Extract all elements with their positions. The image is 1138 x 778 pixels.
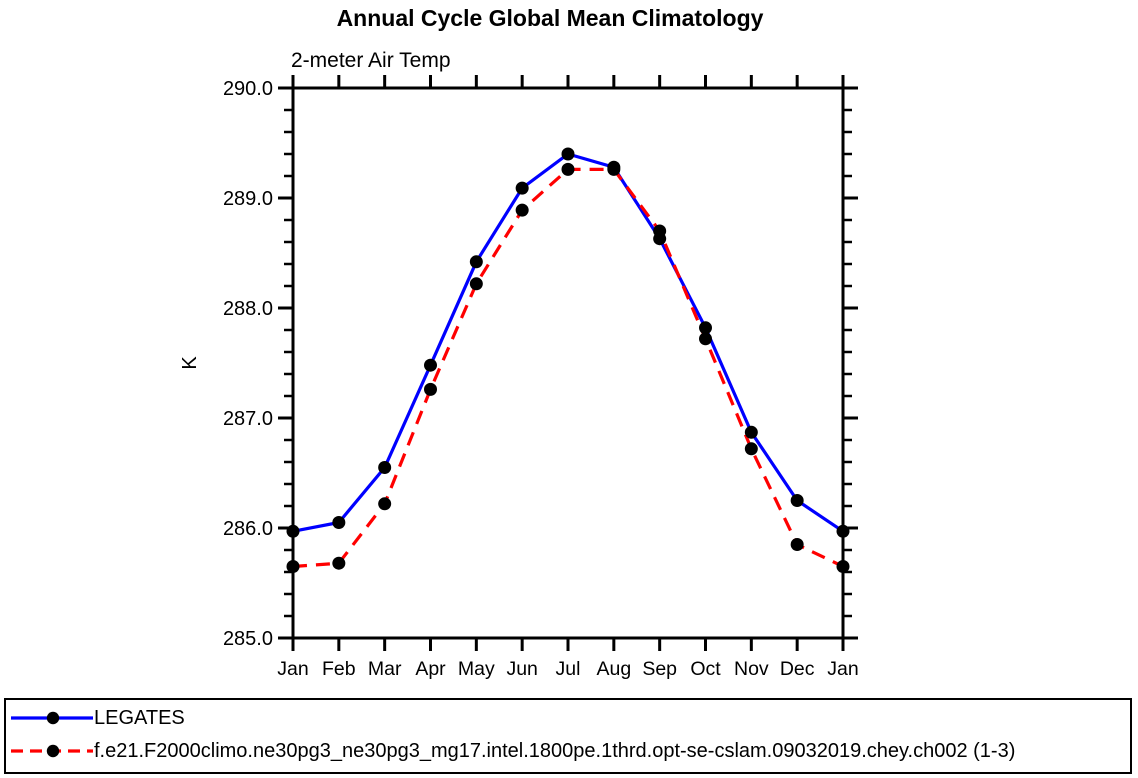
data-point-marker [744, 442, 758, 456]
data-point-marker [561, 162, 575, 176]
legend-sample-solid-line [11, 711, 93, 725]
data-point-marker [424, 358, 437, 372]
legend-label-model-run: f.e21.F2000climo.ne30pg3_ne30pg3_mg17.in… [94, 740, 1016, 762]
data-point-marker [286, 560, 300, 573]
y-tick-label: 288.0 [223, 298, 273, 320]
series-line-0 [292, 152, 844, 533]
data-point-marker [561, 147, 575, 161]
chart-title: Annual Cycle Global Mean Climatology [337, 5, 764, 31]
x-tick-label: Jan [827, 658, 858, 680]
chart-subtitle: 2-meter Air Temp [291, 49, 451, 72]
data-point-marker [469, 277, 483, 291]
legend: LEGATES f.e21.F2000climo.ne30pg3_ne30pg3… [4, 698, 1132, 774]
x-tick-label: Sep [642, 658, 677, 680]
y-axis-label: K [179, 356, 201, 370]
data-point-marker [332, 516, 346, 529]
data-point-marker [790, 494, 804, 507]
x-tick-label: Oct [690, 658, 721, 680]
x-tick-label: Mar [368, 658, 402, 680]
data-point-marker [515, 181, 529, 195]
data-point-marker [699, 321, 712, 335]
x-tick-label: Apr [415, 658, 446, 680]
y-tick-label: 285.0 [223, 628, 273, 650]
data-point-marker [699, 332, 712, 346]
x-tick-label: Jul [556, 658, 581, 680]
data-point-marker [469, 255, 483, 269]
data-point-marker [744, 425, 758, 439]
x-tick-label: Jan [277, 658, 308, 680]
data-point-marker [286, 524, 300, 538]
y-tick-label: 290.0 [223, 78, 273, 100]
x-tick-label: Nov [734, 658, 769, 680]
data-point-marker [607, 162, 621, 176]
data-point-marker [515, 203, 529, 217]
x-tick-label: Feb [322, 658, 356, 680]
y-tick-label: 287.0 [223, 408, 273, 430]
axes: Jan Feb Mar Apr May Jun Jul Aug Sep Oct Nov Dec Jan2… [223, 75, 859, 680]
x-tick-label: Jun [506, 658, 537, 680]
x-tick-label: May [458, 658, 495, 680]
data-series [286, 147, 850, 573]
chart-canvas: Annual Cycle Global Mean Climatology 2-m… [179, 5, 859, 680]
legend-entry-legates: LEGATES [10, 707, 185, 729]
data-point-marker [378, 461, 392, 474]
legend-entry-model-run: f.e21.F2000climo.ne30pg3_ne30pg3_mg17.in… [10, 740, 1015, 762]
series-line-1 [292, 167, 844, 569]
data-point-marker [378, 497, 392, 511]
y-tick-label: 286.0 [223, 518, 273, 540]
y-tick-label: 289.0 [223, 188, 273, 210]
data-point-marker [424, 382, 437, 396]
data-point-marker [332, 556, 346, 570]
data-point-marker [790, 538, 804, 551]
legend-label-legates: LEGATES [94, 707, 185, 729]
x-tick-label: Aug [596, 658, 631, 680]
data-point-marker [836, 560, 850, 573]
legend-sample-dashed-line [11, 744, 93, 758]
data-point-marker [653, 224, 667, 238]
x-tick-label: Dec [780, 658, 815, 680]
data-point-marker [836, 524, 850, 538]
